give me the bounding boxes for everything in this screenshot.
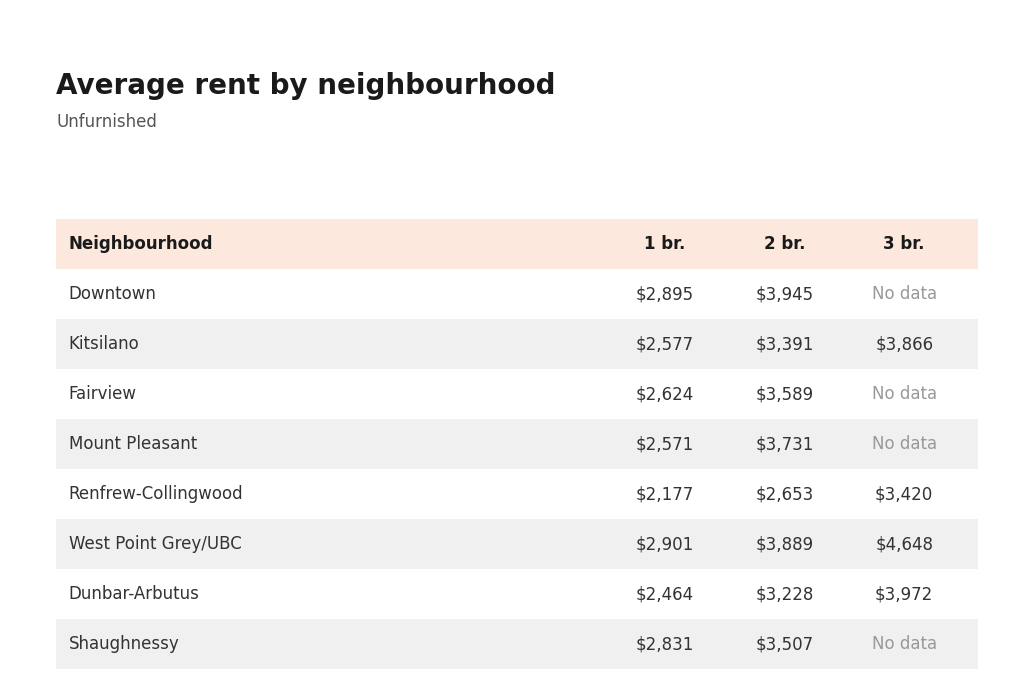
Text: Fairview: Fairview — [69, 385, 136, 403]
Text: Downtown: Downtown — [69, 285, 157, 303]
Text: $2,571: $2,571 — [636, 435, 693, 453]
Text: $2,653: $2,653 — [756, 485, 813, 503]
Text: $2,831: $2,831 — [635, 635, 694, 653]
Text: $2,464: $2,464 — [636, 585, 693, 603]
Text: $2,624: $2,624 — [636, 385, 693, 403]
Text: $3,391: $3,391 — [755, 335, 814, 353]
Text: $2,577: $2,577 — [636, 335, 693, 353]
Text: $3,228: $3,228 — [755, 585, 814, 603]
Text: $2,901: $2,901 — [636, 535, 693, 553]
Text: Neighbourhood: Neighbourhood — [69, 235, 213, 253]
Text: Unfurnished: Unfurnished — [56, 113, 158, 131]
Text: $3,589: $3,589 — [756, 385, 813, 403]
Text: $3,945: $3,945 — [756, 285, 813, 303]
Text: Shaughnessy: Shaughnessy — [69, 635, 179, 653]
Text: Renfrew-Collingwood: Renfrew-Collingwood — [69, 485, 244, 503]
Text: Mount Pleasant: Mount Pleasant — [69, 435, 197, 453]
Text: No data: No data — [871, 635, 937, 653]
Text: Average rent by neighbourhood: Average rent by neighbourhood — [56, 72, 556, 100]
Text: $3,972: $3,972 — [876, 585, 933, 603]
Text: $2,177: $2,177 — [636, 485, 693, 503]
Text: No data: No data — [871, 385, 937, 403]
Text: West Point Grey/UBC: West Point Grey/UBC — [69, 535, 242, 553]
Text: No data: No data — [871, 285, 937, 303]
Text: $3,731: $3,731 — [755, 435, 814, 453]
Text: Kitsilano: Kitsilano — [69, 335, 139, 353]
Text: $2,895: $2,895 — [636, 285, 693, 303]
Text: 2 br.: 2 br. — [764, 235, 805, 253]
Text: $3,507: $3,507 — [756, 635, 813, 653]
Text: $4,648: $4,648 — [876, 535, 933, 553]
Text: $3,866: $3,866 — [876, 335, 933, 353]
Text: Dunbar-Arbutus: Dunbar-Arbutus — [69, 585, 200, 603]
Text: $3,889: $3,889 — [756, 535, 813, 553]
Text: No data: No data — [871, 435, 937, 453]
Text: 1 br.: 1 br. — [644, 235, 685, 253]
Text: 3 br.: 3 br. — [884, 235, 925, 253]
Text: $3,420: $3,420 — [876, 485, 933, 503]
